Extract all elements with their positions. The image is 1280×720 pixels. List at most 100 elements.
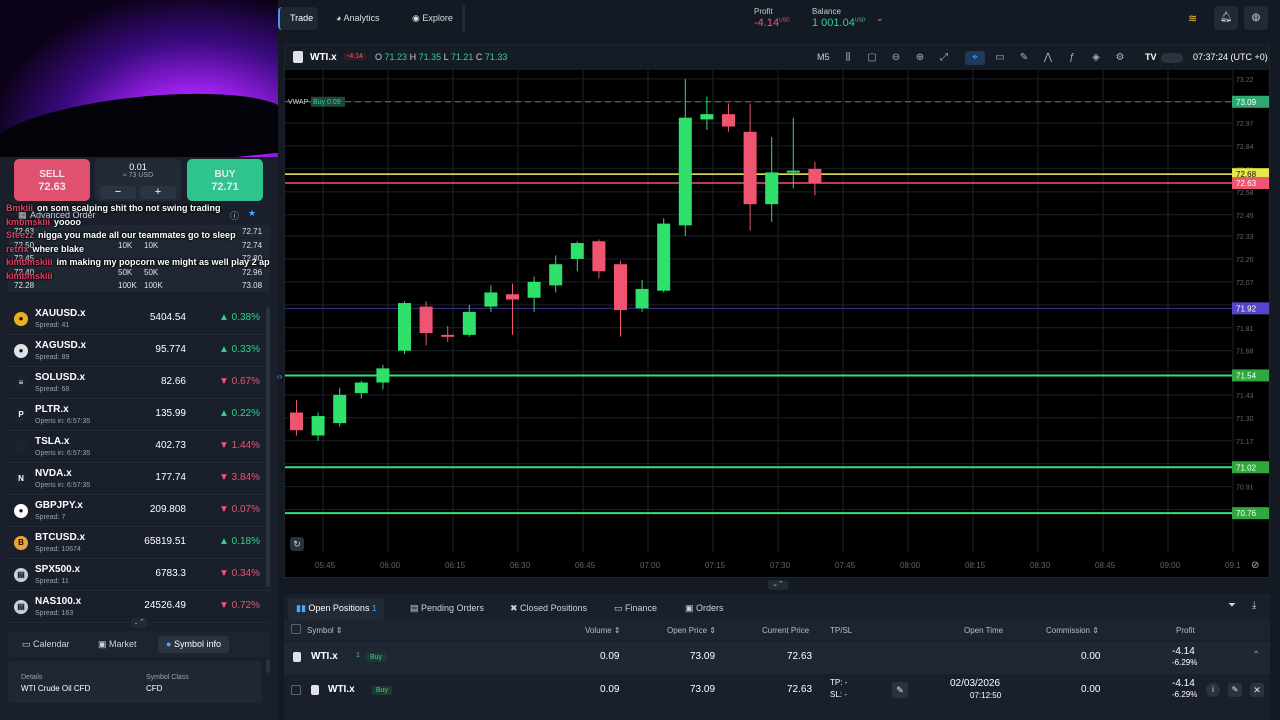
volume-minus-button[interactable]: −: [100, 186, 136, 199]
chart-canvas[interactable]: 05:45 06:00 06:15 06:30 06:45 07:00 07:15 07:30…: [285, 70, 1269, 577]
pattern-icon[interactable]: ⋀: [1043, 52, 1053, 63]
tab-closed-positions[interactable]: ✖ Closed Positions: [510, 603, 588, 613]
symbol-row[interactable]: P PLTR.x Opens in: 6:57:35 135.99 ▲ 0.22%: [8, 399, 270, 431]
symbol-row[interactable]: ▤ SPX500.x Spread: 11 6783.3 ▼ 0.34%: [8, 559, 270, 591]
col-volume[interactable]: Volume ⇕: [585, 626, 621, 635]
tab-calendar[interactable]: ▭ Calendar: [22, 639, 70, 649]
tab-market[interactable]: ▣ Market: [98, 639, 137, 649]
time-tick: 07:00: [640, 561, 661, 570]
symbol-subtext: Spread: 68: [35, 386, 70, 393]
buy-button[interactable]: BUY 72.71: [187, 159, 263, 201]
symbol-row[interactable]: B BTCUSD.x Spread: 10674 65819.51 ▲ 0.18%: [8, 527, 270, 559]
panel-resize-handle[interactable]: ‹›: [277, 372, 283, 381]
col-current-price: Current Price: [762, 626, 810, 635]
tab-open-positions[interactable]: ▮▮ Open Positions 1: [288, 598, 385, 620]
symbol-row[interactable]: ● XAUUSD.x Spread: 41 5404.54 ▲ 0.38%: [8, 303, 270, 335]
time-tick: 08:30: [1030, 561, 1051, 570]
edit-icon[interactable]: ✎: [1228, 683, 1242, 697]
crosshair-icon[interactable]: ⌖: [965, 51, 985, 65]
symbol-row[interactable]: TSLA.x Opens in: 6:57:35 402.73 ▼ 1.44%: [8, 431, 270, 463]
symbol-change: ▲ 0.22%: [218, 408, 260, 419]
symbol-class-label: Symbol Class: [146, 674, 189, 681]
info-icon[interactable]: ⓘ: [230, 211, 240, 221]
chart-symbol[interactable]: WTI.x: [310, 52, 337, 63]
edit-tpsl-icon[interactable]: ✎: [892, 682, 908, 698]
tab-analytics[interactable]: ◕ Analytics: [336, 13, 380, 23]
tab-explore[interactable]: ◉ Explore: [412, 13, 453, 23]
position-group-row[interactable]: WTI.x 1 Buy 0.09 73.09 72.63 0.00 -4.14 …: [284, 642, 1270, 674]
details-value: WTI Crude Oil CFD: [21, 684, 91, 693]
symbol-icon: B: [14, 536, 28, 550]
reset-icon[interactable]: ↻: [290, 537, 304, 551]
finance-icon: ▭: [614, 603, 626, 613]
sell-button[interactable]: SELL 72.63: [14, 159, 90, 201]
tab-trade[interactable]: Trade: [278, 7, 318, 30]
price-level-badge: [1232, 507, 1269, 520]
chevron-up-icon[interactable]: ⌃: [1252, 650, 1261, 661]
col-profit: Profit: [1176, 626, 1195, 635]
details-scrollbar[interactable]: [266, 659, 270, 673]
star-icon[interactable]: ★: [248, 208, 257, 218]
zoom-in-icon[interactable]: ⊕: [915, 52, 925, 63]
advanced-order-row[interactable]: ▦ Advanced Order ⓘ ★: [8, 207, 270, 223]
symbol-list-scrollbar[interactable]: [266, 307, 270, 587]
timeframe-selector[interactable]: M5: [817, 52, 830, 62]
tab-pending-orders[interactable]: ▤ Pending Orders: [410, 603, 485, 613]
bell-icon[interactable]: 🔔︎: [1214, 6, 1238, 30]
candles-icon[interactable]: ⫼: [845, 52, 851, 63]
tab-finance[interactable]: ▭ Finance: [614, 603, 658, 613]
position-row[interactable]: WTI.x Buy 0.09 73.09 72.63 TP: - SL: - ✎…: [284, 674, 1270, 706]
symbol-row[interactable]: ● XAGUSD.x Spread: 89 95.774 ▲ 0.33%: [8, 335, 270, 367]
pencil-icon[interactable]: ✎: [1019, 52, 1029, 63]
symbol-row[interactable]: ≡ SOLUSD.x Spread: 68 82.66 ▼ 0.67%: [8, 367, 270, 399]
user-icon[interactable]: ◍: [1244, 6, 1268, 30]
zoom-out-icon[interactable]: ⊖: [891, 52, 901, 63]
info-icon[interactable]: i: [1206, 683, 1220, 697]
fit-icon[interactable]: ⤢: [940, 52, 948, 63]
symbol-change: ▼ 0.34%: [218, 568, 260, 579]
symbol-row[interactable]: N NVDA.x Opens in: 6:57:35 177.74 ▼ 3.84%: [8, 463, 270, 495]
toggle-switch[interactable]: [1161, 53, 1183, 63]
chat-message: kmbmskiii yoooo: [6, 217, 81, 227]
volume-value[interactable]: 0.01: [129, 162, 147, 172]
symbol-price: 177.74: [155, 472, 186, 483]
pending-icon: ▤: [410, 603, 422, 613]
tab-orders[interactable]: ▣ Orders: [685, 603, 724, 613]
chat-username: Steezz: [6, 230, 35, 241]
function-icon[interactable]: ƒ: [1069, 52, 1075, 63]
volume-plus-button[interactable]: +: [140, 186, 176, 199]
chevron-down-icon[interactable]: ⌄: [876, 13, 884, 23]
symbol-change: ▲ 0.33%: [218, 344, 260, 355]
symbol-row[interactable]: ▤ NAS100.x Spread: 163 24526.49 ▼ 0.72%: [8, 591, 270, 623]
horizontal-line-icon[interactable]: ▭: [995, 52, 1005, 63]
volume-stepper[interactable]: 0.01 ≈ 73 USD − +: [95, 159, 181, 201]
select-all-checkbox[interactable]: [291, 624, 301, 634]
tradingview-logo: TV: [1145, 52, 1157, 62]
col-open-price[interactable]: Open Price ⇕: [667, 626, 716, 635]
price-level-label: 70.76: [1236, 509, 1257, 518]
chat-username: kimbmskiii: [6, 257, 53, 268]
candle-body: [419, 306, 433, 334]
download-icon[interactable]: ⤓: [1252, 600, 1257, 611]
layers-icon[interactable]: ◈: [1092, 52, 1100, 63]
price-tick: 72.84: [1236, 144, 1254, 151]
close-position-icon[interactable]: ✕: [1250, 683, 1264, 697]
chart-settings-icon[interactable]: ⊘: [1251, 560, 1260, 571]
price-chart[interactable]: WTI.x -4.14 O 71.23 H 71.35 L 71.21 C 71…: [284, 44, 1270, 578]
chart-change-badge: -4.14: [344, 53, 366, 60]
position-checkbox[interactable]: [291, 685, 301, 695]
filter-icon[interactable]: ⏷: [1228, 600, 1236, 611]
col-commission[interactable]: Commission ⇕: [1046, 626, 1099, 635]
details-label: Details: [21, 674, 43, 681]
time-tick: 07:15: [705, 561, 726, 570]
compass-icon: ◉: [412, 13, 423, 23]
top-bar: Trade ◕ Analytics ◉ Explore Profit -4.14…: [278, 0, 1280, 38]
tab-symbol-info[interactable]: ● Symbol info: [158, 636, 229, 653]
price-level-label: 71.02: [1236, 463, 1257, 472]
settings-icon[interactable]: ⚙: [1115, 52, 1125, 63]
position-open-price: 73.09: [690, 684, 716, 695]
chart-resize-handle[interactable]: ⌄⌃: [768, 580, 788, 590]
symbol-row[interactable]: ● GBPJPY.x Spread: 7 209.808 ▼ 0.07%: [8, 495, 270, 527]
col-symbol[interactable]: Symbol ⇕: [307, 626, 343, 635]
square-icon[interactable]: ▢: [867, 52, 877, 63]
